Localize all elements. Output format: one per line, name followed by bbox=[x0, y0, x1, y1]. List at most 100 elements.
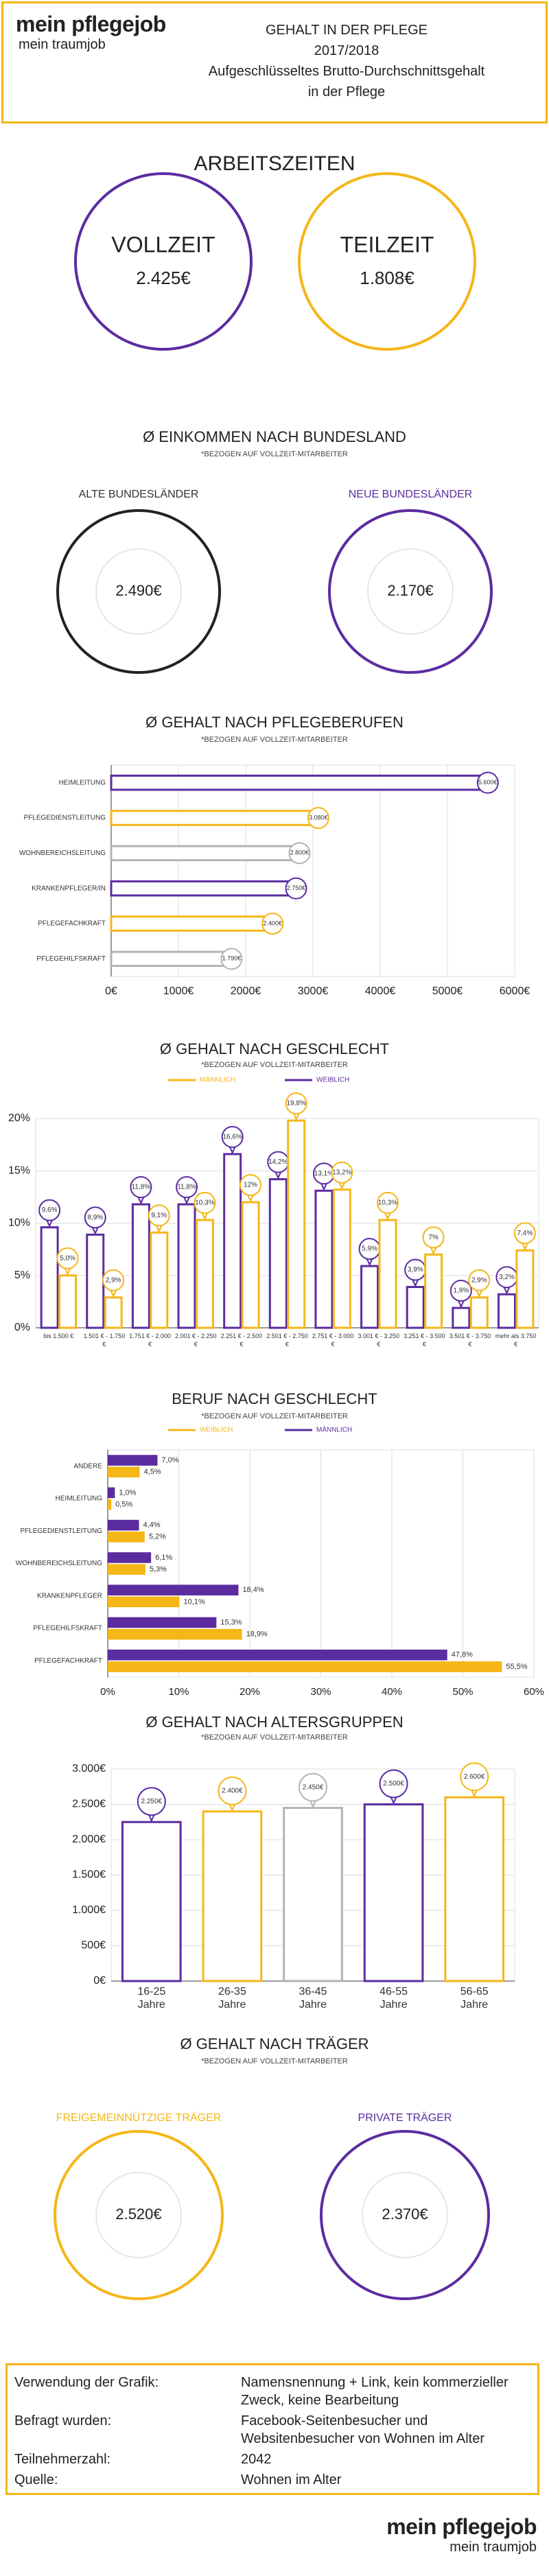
chart-subtitle: *BEZOGEN AUF VOLLZEIT-MITARBEITER bbox=[201, 736, 348, 744]
bar bbox=[108, 1661, 502, 1672]
legend-label: WEIBLICH bbox=[316, 1077, 349, 1084]
item-value: 2.490€ bbox=[115, 582, 161, 599]
value-label: 2.400€ bbox=[263, 920, 282, 926]
y-tick-label: 5% bbox=[14, 1269, 30, 1281]
label-bubble bbox=[176, 1176, 198, 1199]
category-label: PFLEGEDIENSTLEITUNG bbox=[21, 1527, 103, 1535]
bar bbox=[406, 1286, 425, 1329]
bar bbox=[332, 1189, 351, 1329]
value-label: 7,4% bbox=[517, 1230, 533, 1237]
footer-row: Quelle: Wohnen im Alter bbox=[8, 2471, 537, 2489]
value-label: 11,8% bbox=[132, 1184, 151, 1191]
category-label: 46-55 Jahre bbox=[379, 1986, 408, 2011]
bar bbox=[363, 1803, 424, 1982]
inner-ring bbox=[95, 548, 182, 635]
value-label: 13,1% bbox=[314, 1170, 334, 1178]
x-tick-label: 50% bbox=[452, 1686, 473, 1698]
category-label-box: bis 1.500 € bbox=[43, 1333, 74, 1339]
category-label: 36-45 Jahre bbox=[299, 1986, 327, 2011]
category-label: KRANKENPFLEGER bbox=[37, 1592, 102, 1600]
y-tick-label: 1.000€ bbox=[72, 1904, 106, 1916]
bar bbox=[108, 1584, 239, 1596]
x-tick-label: 5000€ bbox=[432, 985, 463, 997]
bar bbox=[177, 1203, 196, 1329]
value-label: 3,9% bbox=[408, 1266, 423, 1274]
bar bbox=[58, 1274, 78, 1329]
legend-label: MÄNNLICH bbox=[316, 1426, 352, 1434]
footer-value: Namensnennung + Link, kein kommerzieller… bbox=[241, 2375, 509, 2408]
value-label: 18,4% bbox=[242, 1586, 264, 1594]
category-label-box: 2.751 € - 3.000 € bbox=[312, 1333, 354, 1348]
label-bubble bbox=[285, 1092, 307, 1115]
bar bbox=[86, 1233, 105, 1329]
bar bbox=[241, 1201, 260, 1329]
value-label: 19,8% bbox=[287, 1100, 306, 1108]
label-bubble bbox=[218, 1776, 247, 1805]
value-label: 16,6% bbox=[222, 1133, 242, 1140]
section-note: *BEZOGEN AUF VOLLZEIT-MITARBEITER bbox=[201, 450, 348, 458]
category-label: 26-35 Jahre bbox=[218, 1986, 246, 2011]
inner-ring bbox=[367, 548, 454, 635]
category-label-box: 3.501 € - 3.750 € bbox=[449, 1333, 491, 1348]
section-title: Ø EINKOMMEN NACH BUNDESLAND bbox=[143, 428, 406, 445]
bar bbox=[131, 1203, 150, 1329]
category-label: 3.251 € - 3.500 € bbox=[404, 1333, 445, 1348]
bar bbox=[287, 1119, 306, 1329]
value-label: 55,5% bbox=[506, 1663, 527, 1671]
logo: mein pflegejob mein traumjob bbox=[16, 12, 166, 53]
x-tick-label: 40% bbox=[382, 1686, 402, 1698]
value-label: 10,3% bbox=[195, 1199, 214, 1207]
x-tick-label: 60% bbox=[524, 1686, 544, 1698]
bar bbox=[110, 950, 233, 968]
bar bbox=[202, 1810, 263, 1982]
bar bbox=[424, 1253, 443, 1329]
value-label: 5,0% bbox=[60, 1254, 75, 1262]
chart-title: Ø GEHALT NACH ALTERSGRUPPEN bbox=[145, 1713, 403, 1731]
header-description: Aufgeschlüsseltes Brutto-Durchschnittsge… bbox=[208, 64, 485, 79]
bar bbox=[223, 1153, 242, 1329]
category-label-box: 1.501 € - 1.750 € bbox=[84, 1333, 126, 1348]
value-label: 0,5% bbox=[115, 1500, 132, 1508]
chart-title: Ø GEHALT NACH PFLEGEBERUFEN bbox=[145, 714, 404, 731]
bar bbox=[108, 1552, 152, 1563]
bar bbox=[360, 1265, 379, 1329]
ring bbox=[320, 2130, 490, 2300]
value-label: 10,3% bbox=[378, 1199, 397, 1207]
item-label: NEUE BUNDESLÄNDER bbox=[349, 488, 472, 500]
bar bbox=[110, 845, 301, 862]
section-title: Ø GEHALT NACH TRÄGER bbox=[180, 2035, 369, 2052]
inner-ring bbox=[362, 2172, 448, 2258]
item-label: PRIVATE TRÄGER bbox=[358, 2111, 452, 2124]
bar bbox=[108, 1455, 158, 1466]
category-label: bis 1.500 € bbox=[43, 1333, 74, 1339]
value-label: 2,9% bbox=[106, 1276, 121, 1284]
bar bbox=[108, 1649, 447, 1661]
bar bbox=[108, 1487, 115, 1499]
category-label-box: 26-35 Jahre bbox=[218, 1986, 246, 2011]
bar bbox=[110, 915, 274, 932]
logo-text: mein pflegejob bbox=[16, 12, 166, 36]
value-label: 1,9% bbox=[453, 1287, 469, 1295]
label-bubble bbox=[379, 1769, 408, 1799]
header-title: GEHALT IN DER PFLEGE bbox=[266, 23, 428, 38]
category-label: PFLEGEFACHKRAFT bbox=[34, 1657, 102, 1665]
bar bbox=[195, 1219, 214, 1329]
category-label: 2.001 € - 2.250 € bbox=[174, 1333, 217, 1348]
item-value: 1.808€ bbox=[360, 268, 414, 288]
category-label: PFLEGEHILFSKRAFT bbox=[33, 1625, 102, 1632]
bar bbox=[110, 880, 297, 897]
label-bubble bbox=[220, 948, 243, 970]
y-tick-label: 0% bbox=[14, 1322, 30, 1333]
value-label: 7% bbox=[428, 1234, 439, 1241]
category-label-box: 2.251 € - 2.500 € bbox=[221, 1333, 263, 1348]
category-label-box: 56-65 Jahre bbox=[460, 1986, 489, 2011]
value-label: 18,9% bbox=[246, 1630, 268, 1639]
bar bbox=[108, 1564, 145, 1575]
x-tick-label: 0€ bbox=[105, 985, 117, 997]
logo-tagline: mein traumjob bbox=[19, 37, 106, 52]
item-value: 2.170€ bbox=[387, 582, 433, 599]
bar bbox=[469, 1296, 489, 1329]
footer-row: Teilnehmerzahl: 2042 bbox=[8, 2450, 537, 2468]
category-label: KRANKENPFLEGER/IN bbox=[32, 885, 106, 892]
label-bubble bbox=[299, 1772, 327, 1802]
